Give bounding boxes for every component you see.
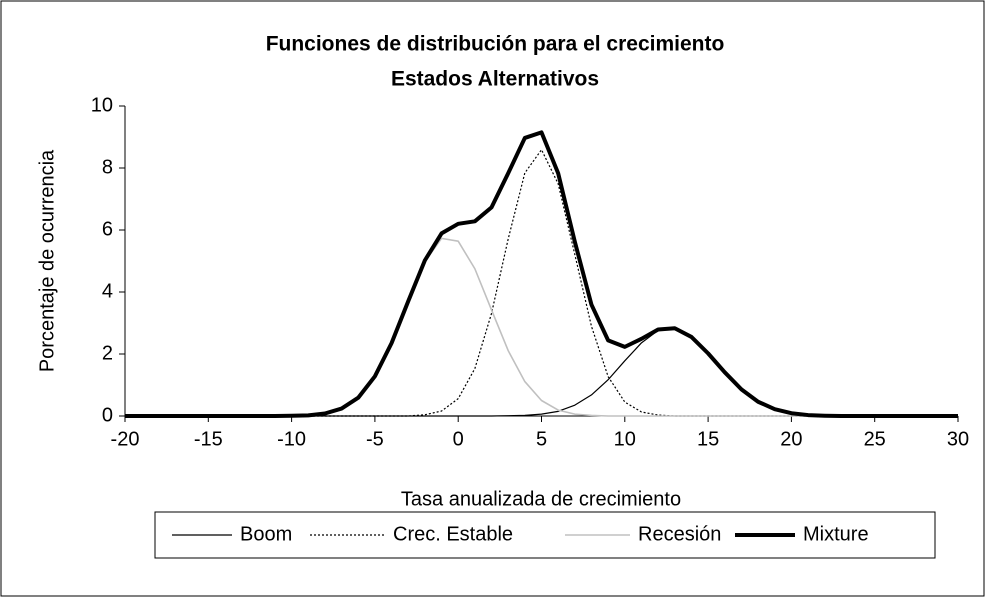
x-tick-label: -5 — [366, 428, 384, 450]
x-tick-label: 25 — [864, 428, 886, 450]
legend-label: Mixture — [803, 523, 869, 545]
x-tick-label: -20 — [111, 428, 140, 450]
legend-box — [154, 511, 936, 559]
y-tick-label: 6 — [102, 218, 113, 240]
y-axis-title: Porcentaje de ocurrencia — [36, 149, 58, 372]
x-tick-label: 20 — [780, 428, 802, 450]
legend-label: Crec. Estable — [393, 523, 513, 545]
y-tick-label: 0 — [102, 404, 113, 426]
chart-title: Funciones de distribución para el crecim… — [266, 33, 725, 56]
x-tick-label: 30 — [947, 428, 969, 450]
y-tick-label: 4 — [102, 280, 113, 302]
y-tick-label: 2 — [102, 342, 113, 364]
legend-label: Boom — [240, 523, 292, 545]
x-tick-label: 0 — [453, 428, 464, 450]
x-tick-label: 5 — [536, 428, 547, 450]
legend-label: Recesión — [638, 523, 721, 545]
series-line — [125, 130, 958, 418]
x-tick-label: 10 — [614, 428, 636, 450]
y-tick-label: 10 — [91, 94, 113, 116]
x-tick-label: -10 — [277, 428, 306, 450]
x-tick-label: -15 — [194, 428, 223, 450]
x-tick-label: 15 — [697, 428, 719, 450]
chart-subtitle: Estados Alternativos — [391, 68, 599, 91]
x-axis-title: Tasa anualizada de crecimiento — [401, 488, 681, 510]
y-tick-label: 8 — [102, 156, 113, 178]
